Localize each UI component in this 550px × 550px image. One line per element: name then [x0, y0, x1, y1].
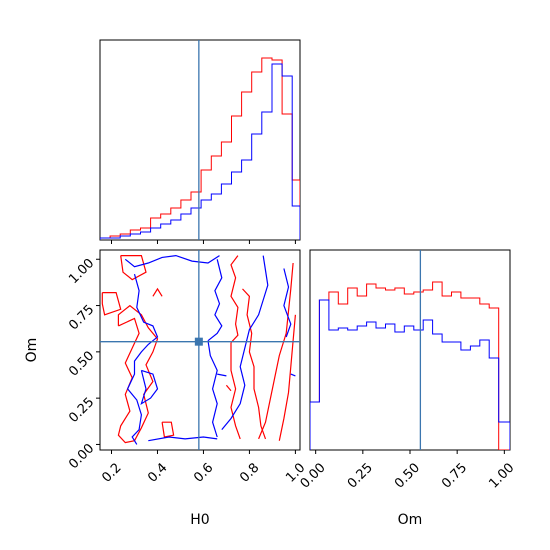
contour-truth-marker: [194, 337, 203, 346]
hist_om-xtick-label-4: 1.00: [486, 460, 517, 491]
hist_om-step-blue: [310, 299, 510, 450]
hist_om-xtick-label-2: 0.50: [392, 460, 423, 491]
contour-blue-5: [207, 340, 218, 438]
contour-blue-9: [290, 373, 296, 377]
hist_h0-step-red: [100, 57, 300, 240]
hist-om-frame: [309, 249, 511, 451]
xlabel-om: Om: [398, 512, 423, 528]
hist_om-step-red: [310, 281, 510, 450]
hist_h0-step-blue: [100, 63, 300, 240]
panel-contour-h0-om: 0.2 0.4 0.6 0.8 1.00.000.250.500.751.00 H0 O…: [24, 249, 308, 528]
contour_h0_om-ytick-label-1: 0.25: [66, 395, 97, 426]
contour_h0_om-xtick-label-3: 0.8: [237, 460, 262, 485]
hist-om-clip-group: [310, 250, 510, 450]
hist-om-ticks: 0.00 0.25 0.50 0.75 1.00: [298, 450, 517, 492]
contour-clip-group: [100, 250, 300, 450]
contour-frame: [99, 249, 301, 451]
contour_h0_om-ytick-label-2: 0.50: [66, 349, 97, 380]
ylabel-om: Om: [24, 338, 40, 363]
contour-red-2: [117, 304, 159, 444]
contour-blue-8: [217, 373, 227, 377]
contour-red-0: [101, 292, 122, 316]
contour-blue-7: [283, 268, 292, 338]
hist_om-xtick-label-1: 0.25: [345, 460, 376, 491]
contour_h0_om-xtick-label-0: 0.2: [99, 460, 124, 485]
xlabel-h0: H0: [190, 512, 209, 528]
contour-red-10: [225, 384, 232, 392]
contour-red-6: [230, 342, 241, 440]
contour-blue-0: [124, 254, 220, 268]
contour-blue-1: [126, 273, 159, 445]
contour_h0_om-ytick-label-3: 0.75: [66, 302, 97, 333]
contour-red-5: [230, 255, 239, 344]
hist_om-xtick-label-3: 0.75: [439, 460, 470, 491]
contour-blue-4: [207, 259, 223, 342]
contour-blue-6: [221, 255, 269, 430]
hist-h0-frame: [99, 39, 301, 241]
contour_h0_om-xtick-label-1: 0.4: [145, 460, 170, 485]
panel-hist-h0: [99, 39, 301, 244]
contour-red-4: [152, 287, 163, 297]
contour-red-3: [161, 421, 175, 438]
contour_h0_om-ytick-label-4: 1.00: [66, 256, 97, 287]
contour-red-7: [242, 288, 267, 440]
panel-hist-om: 0.00 0.25 0.50 0.75 1.00 Om: [298, 249, 517, 528]
hist-h0-clip-group: [100, 40, 300, 240]
contour-red-9: [278, 314, 296, 441]
hist-h0-ticks: [110, 240, 296, 244]
contour_h0_om-ytick-label-0: 0.00: [66, 441, 97, 472]
contour-blue-2: [140, 369, 159, 406]
contour-blue-3: [148, 436, 218, 442]
contour-ticks: 0.2 0.4 0.6 0.8 1.00.000.250.500.751.00: [66, 256, 308, 486]
contour-red-8: [258, 262, 294, 440]
contour-red-1: [120, 255, 147, 281]
contour_h0_om-xtick-label-2: 0.6: [191, 460, 216, 485]
